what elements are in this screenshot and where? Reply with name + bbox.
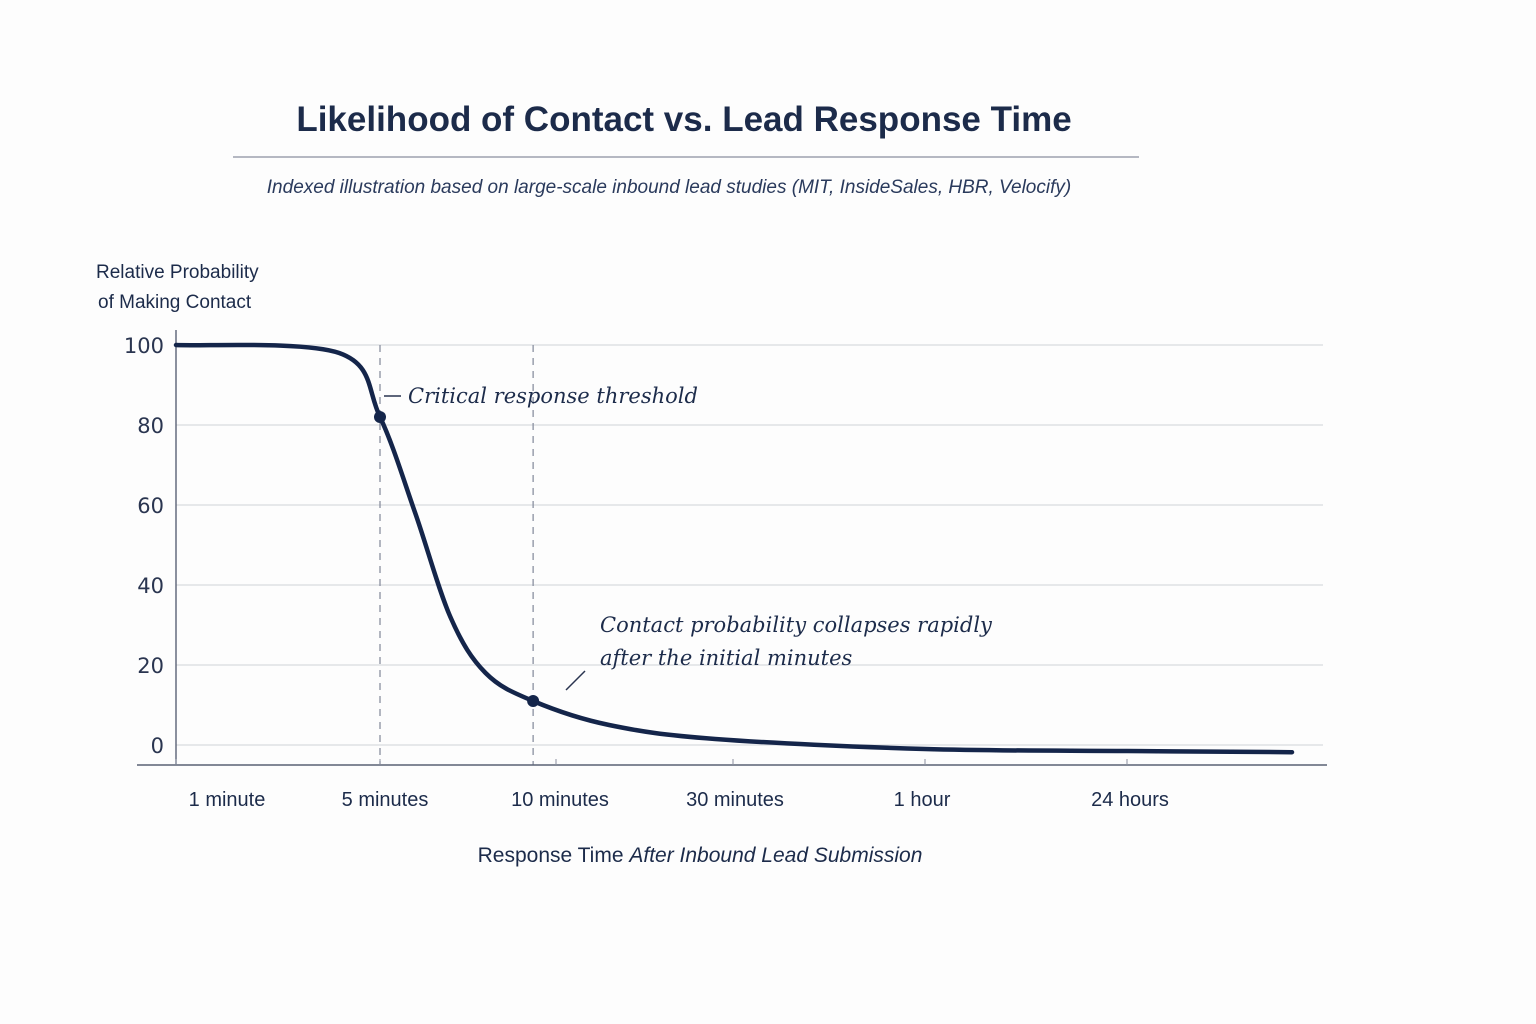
highlight-point-0 xyxy=(374,411,386,423)
y-axis-label-line-1: Relative Probability xyxy=(96,262,259,283)
chart-title: Likelihood of Contact vs. Lead Response … xyxy=(296,100,1071,139)
annotation-collapse-leader xyxy=(565,670,586,691)
highlight-points xyxy=(374,411,540,707)
x-tick-label-1: 5 minutes xyxy=(342,789,429,811)
y-tick-label-100: 100 xyxy=(124,334,164,358)
y-tick-label-20: 20 xyxy=(137,654,164,678)
x-tick-labels: 1 minute 5 minutes 10 minutes 30 minutes 1 h… xyxy=(175,759,1169,811)
annotation-collapse-text-line-2: after the initial minutes xyxy=(600,646,853,670)
x-tick-label-0: 1 minute xyxy=(189,789,266,811)
x-axis-label-italic: After Inbound Lead Submission xyxy=(627,844,922,867)
x-tick-label-5: 24 hours xyxy=(1091,789,1169,811)
y-tick-label-60: 60 xyxy=(137,494,164,518)
y-axis-label-line-2: of Making Contact xyxy=(98,292,252,313)
x-axis-label-normal: Response Time xyxy=(478,844,624,867)
series-line-contact-probability xyxy=(173,342,1295,755)
reference-lines xyxy=(379,345,534,765)
x-tick-label-3: 30 minutes xyxy=(686,789,784,811)
chart-subtitle: Indexed illustration based on large-scal… xyxy=(267,177,1071,198)
y-tick-label-40: 40 xyxy=(137,574,164,598)
x-tick-label-4: 1 hour xyxy=(894,789,951,811)
x-tick-label-2: 10 minutes xyxy=(511,789,609,811)
x-axis-label: Response Time After Inbound Lead Submiss… xyxy=(478,844,923,867)
annotation-threshold-text: Critical response threshold xyxy=(408,384,698,408)
y-tick-label-0: 0 xyxy=(151,734,164,758)
gridlines xyxy=(176,344,1323,746)
y-tick-label-80: 80 xyxy=(137,414,164,438)
highlight-point-1 xyxy=(527,695,540,707)
y-tick-labels: 0 20 40 60 80 100 xyxy=(124,334,164,758)
annotation-collapse-text-line-1: Contact probability collapses rapidly xyxy=(600,613,993,637)
